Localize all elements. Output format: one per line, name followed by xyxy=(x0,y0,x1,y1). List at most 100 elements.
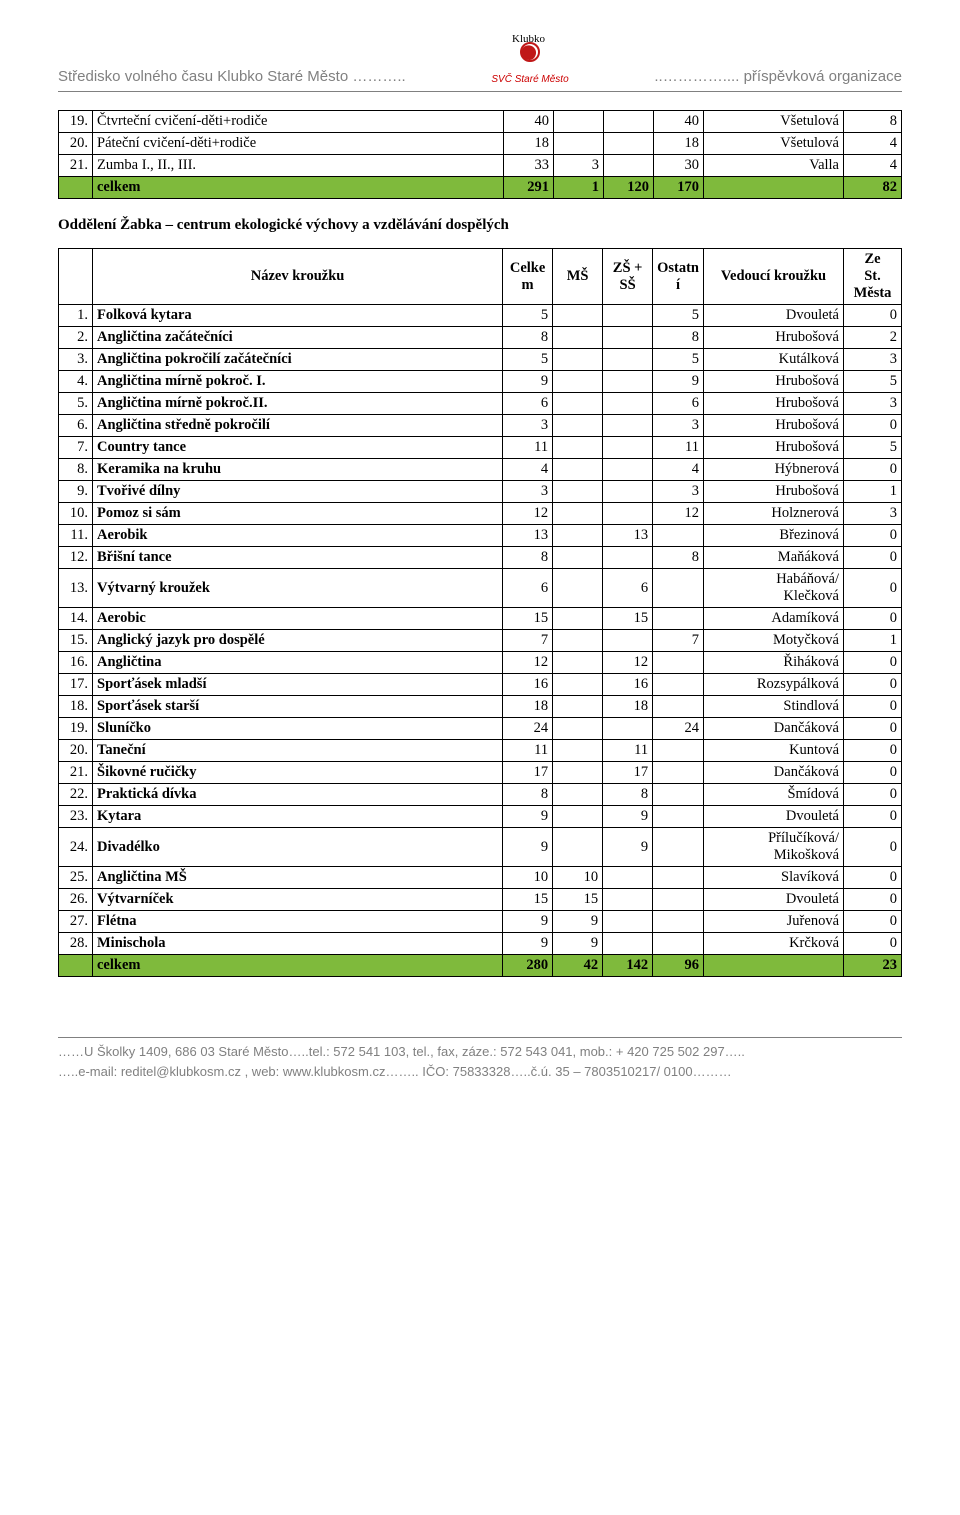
row-name: Aerobik xyxy=(93,525,503,547)
total-row: celkem280421429623 xyxy=(59,955,902,977)
row-last: 0 xyxy=(844,784,902,806)
row-last: 4 xyxy=(844,133,902,155)
row-num: 6. xyxy=(59,415,93,437)
table-row: 6.Angličtina středně pokročilí33Hrubošov… xyxy=(59,415,902,437)
row-name: Výtvarný kroužek xyxy=(93,569,503,608)
row-c3 xyxy=(603,547,653,569)
row-last: 1 xyxy=(844,481,902,503)
head-leader: Vedoucí kroužku xyxy=(704,249,844,305)
table-row: 21.Šikovné ručičky1717Dančáková0 xyxy=(59,762,902,784)
row-c4: 8 xyxy=(653,547,704,569)
row-c4 xyxy=(653,674,704,696)
row-c4 xyxy=(653,867,704,889)
row-c3 xyxy=(604,111,654,133)
total-c4: 96 xyxy=(653,955,704,977)
table-row: 24.Divadélko99Přílučíková/Mikošková0 xyxy=(59,828,902,867)
table-row: 1.Folková kytara55Dvouletá0 xyxy=(59,305,902,327)
row-c2: 9 xyxy=(553,933,603,955)
row-last: 0 xyxy=(844,911,902,933)
row-c4: 7 xyxy=(653,630,704,652)
row-c3 xyxy=(603,481,653,503)
row-leader: Krčková xyxy=(704,933,844,955)
row-num: 20. xyxy=(59,740,93,762)
row-leader: Všetulová xyxy=(704,133,844,155)
row-c4: 40 xyxy=(654,111,704,133)
row-num: 20. xyxy=(59,133,93,155)
row-c1: 8 xyxy=(503,327,553,349)
row-last: 8 xyxy=(844,111,902,133)
row-num: 4. xyxy=(59,371,93,393)
row-last: 0 xyxy=(844,762,902,784)
row-c4: 18 xyxy=(654,133,704,155)
table-row: 4.Angličtina mírně pokroč. I.99Hrubošová… xyxy=(59,371,902,393)
row-c2 xyxy=(553,481,603,503)
row-c3: 11 xyxy=(603,740,653,762)
row-c3 xyxy=(603,718,653,740)
row-leader: Rozsypálková xyxy=(704,674,844,696)
row-name: Angličtina MŠ xyxy=(93,867,503,889)
row-c2 xyxy=(553,525,603,547)
row-num: 17. xyxy=(59,674,93,696)
row-num: 25. xyxy=(59,867,93,889)
row-c1: 18 xyxy=(503,696,553,718)
row-c2 xyxy=(553,305,603,327)
row-num: 24. xyxy=(59,828,93,867)
row-num: 14. xyxy=(59,608,93,630)
row-c2 xyxy=(553,569,603,608)
row-c1: 6 xyxy=(503,569,553,608)
row-c2 xyxy=(553,784,603,806)
row-c2 xyxy=(554,111,604,133)
row-c1: 8 xyxy=(503,784,553,806)
row-leader: Dvouletá xyxy=(704,889,844,911)
row-name: Taneční xyxy=(93,740,503,762)
row-c3 xyxy=(603,630,653,652)
head-name: Název kroužku xyxy=(93,249,503,305)
row-c4: 12 xyxy=(653,503,704,525)
svg-text:Klubko: Klubko xyxy=(512,33,546,45)
row-name: Divadélko xyxy=(93,828,503,867)
row-num: 19. xyxy=(59,718,93,740)
row-last: 5 xyxy=(844,437,902,459)
total-c4: 170 xyxy=(654,177,704,199)
row-c1: 5 xyxy=(503,305,553,327)
row-name: Aerobic xyxy=(93,608,503,630)
row-c4: 5 xyxy=(653,349,704,371)
row-name: Pomoz si sám xyxy=(93,503,503,525)
row-c2 xyxy=(553,740,603,762)
row-c4 xyxy=(653,806,704,828)
table-row: 23.Kytara99Dvouletá0 xyxy=(59,806,902,828)
total-c2: 1 xyxy=(554,177,604,199)
row-leader: Kuntová xyxy=(704,740,844,762)
head-ost: Ostatní xyxy=(653,249,704,305)
row-c4: 4 xyxy=(653,459,704,481)
row-num: 10. xyxy=(59,503,93,525)
total-last: 23 xyxy=(844,955,902,977)
row-c2 xyxy=(553,718,603,740)
row-num: 15. xyxy=(59,630,93,652)
row-leader: Kutálková xyxy=(704,349,844,371)
row-num: 27. xyxy=(59,911,93,933)
table-row: 11.Aerobik1313Březinová0 xyxy=(59,525,902,547)
table-main: Název kroužkuCelkemMŠZŠ +SŠOstatníVedouc… xyxy=(58,248,902,977)
row-c4: 24 xyxy=(653,718,704,740)
total-row: celkem291112017082 xyxy=(59,177,902,199)
row-num: 11. xyxy=(59,525,93,547)
head-ms: MŠ xyxy=(553,249,603,305)
row-c4: 11 xyxy=(653,437,704,459)
row-num: 26. xyxy=(59,889,93,911)
row-last: 0 xyxy=(844,547,902,569)
row-last: 0 xyxy=(844,696,902,718)
row-last: 3 xyxy=(844,503,902,525)
row-leader: Valla xyxy=(704,155,844,177)
row-c3 xyxy=(603,371,653,393)
row-c3: 17 xyxy=(603,762,653,784)
row-last: 0 xyxy=(844,889,902,911)
row-c3 xyxy=(603,459,653,481)
row-last: 0 xyxy=(844,305,902,327)
row-c2 xyxy=(553,371,603,393)
row-name: Praktická dívka xyxy=(93,784,503,806)
row-leader: Hrubošová xyxy=(704,415,844,437)
row-c3: 6 xyxy=(603,569,653,608)
row-name: Flétna xyxy=(93,911,503,933)
total-c2: 42 xyxy=(553,955,603,977)
